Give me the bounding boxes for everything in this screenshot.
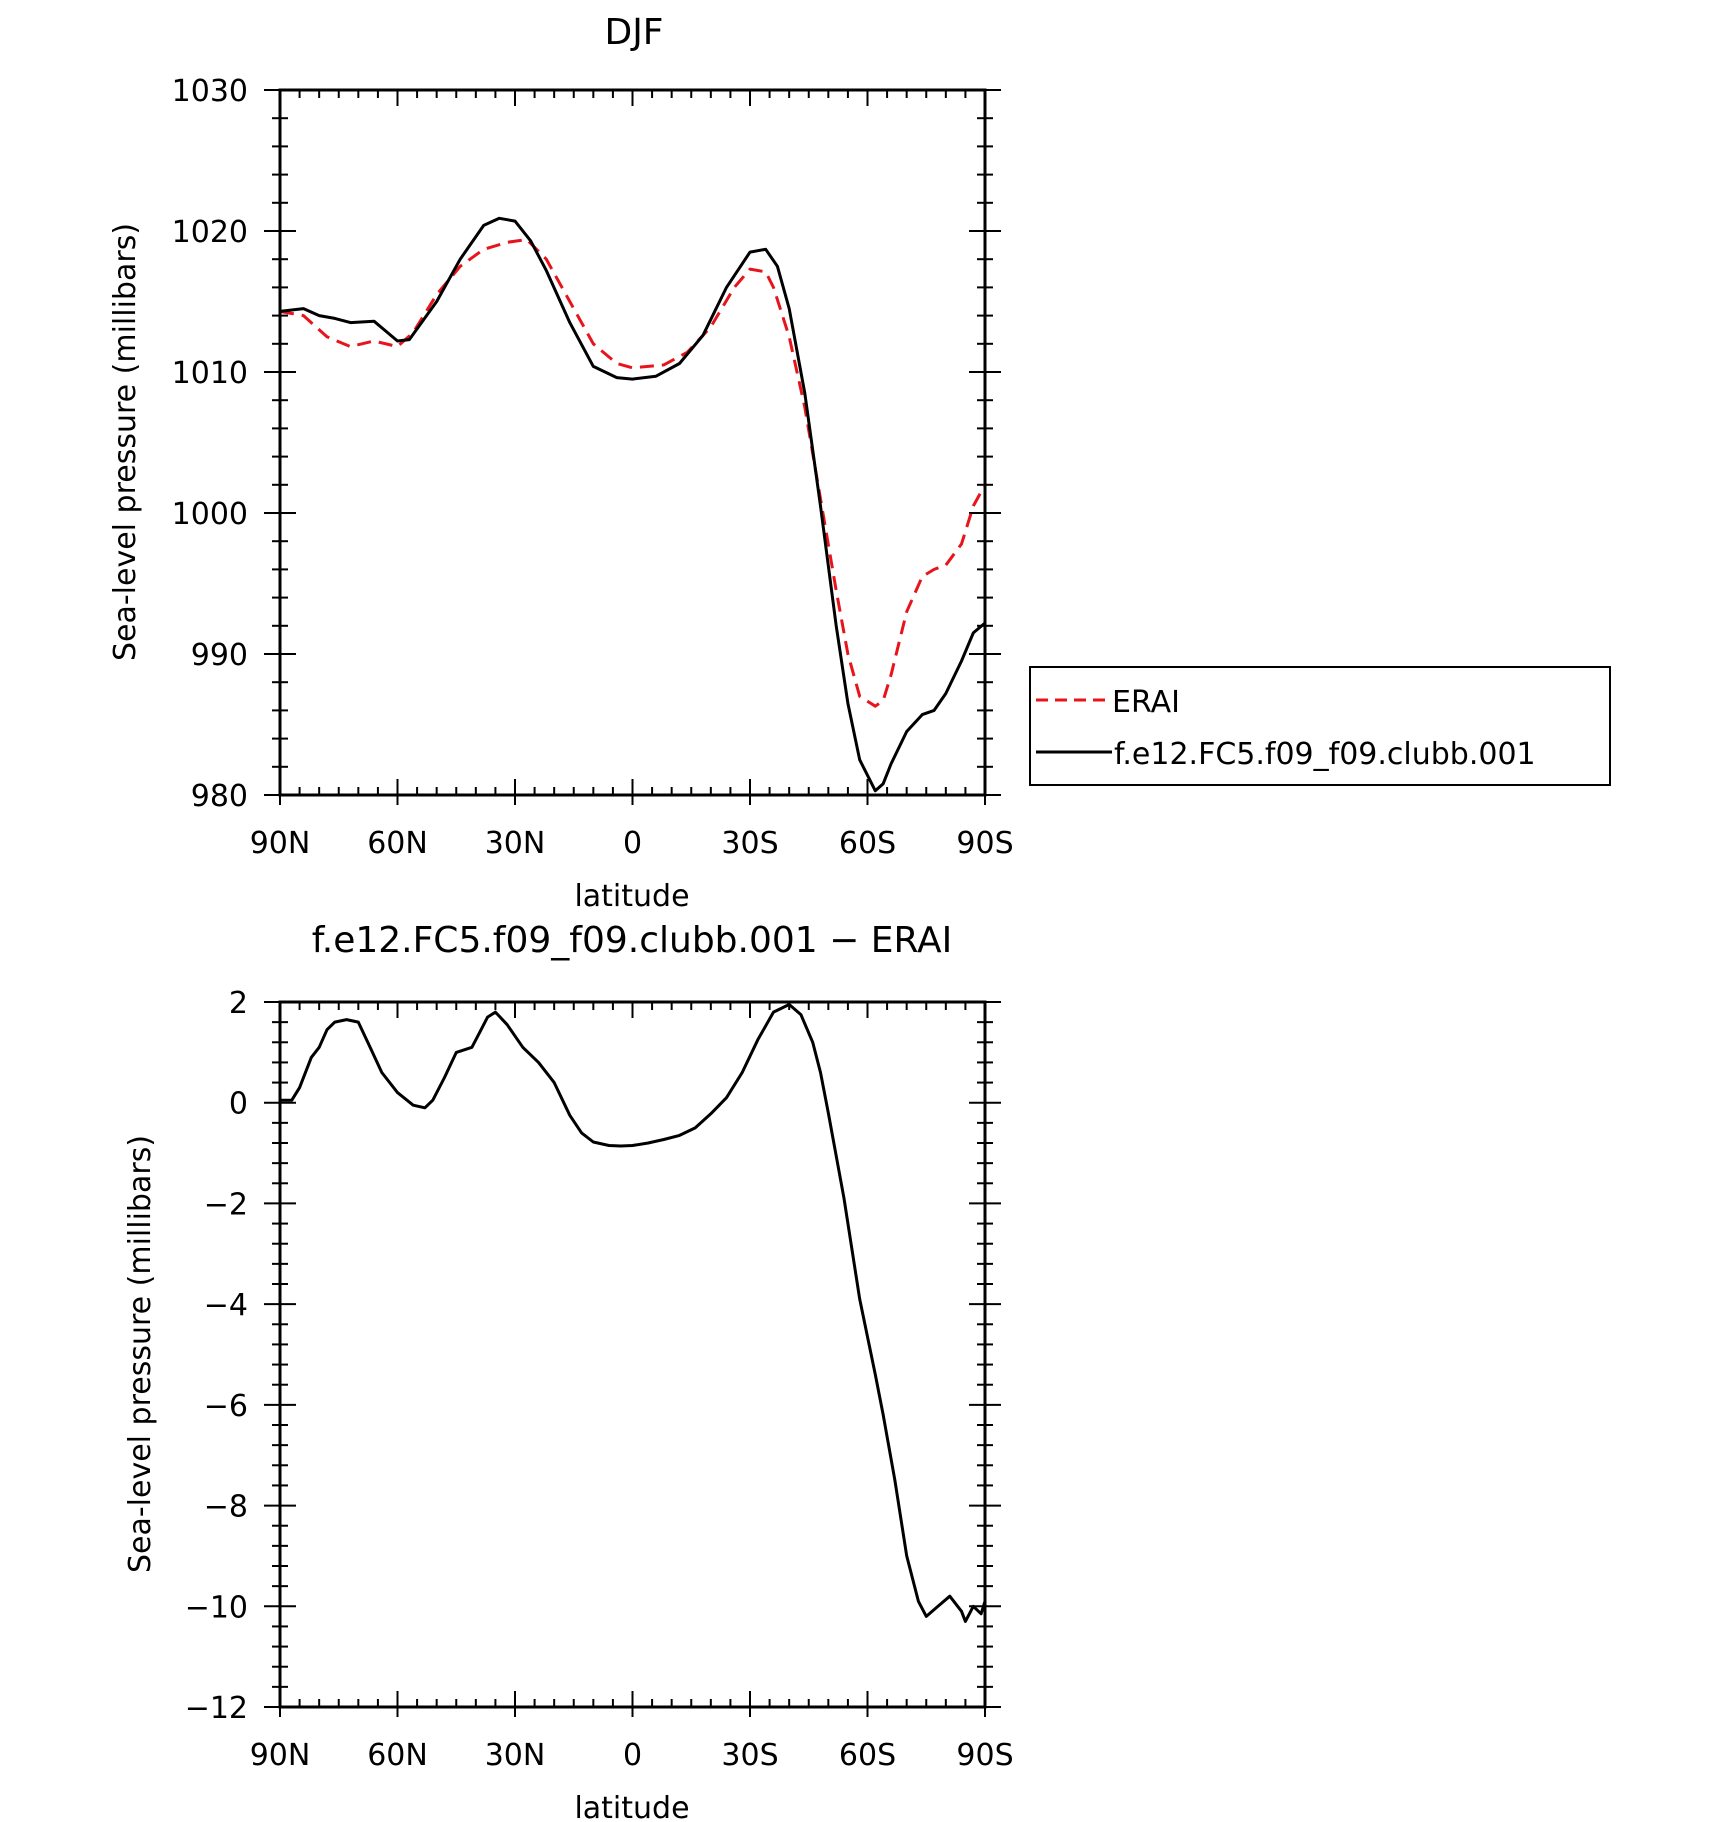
series-lines xyxy=(280,1003,987,1623)
y-tick-label: −12 xyxy=(185,1691,248,1726)
legend-label-erai: ERAI xyxy=(1112,685,1180,720)
x-tick-label: 30N xyxy=(485,826,546,861)
x-tick-label: 30N xyxy=(485,1738,546,1773)
x-tick-label: 60S xyxy=(839,1738,896,1773)
y-tick-label: −10 xyxy=(185,1590,248,1625)
x-axis-title: latitude xyxy=(574,879,689,914)
x-tick-label: 60N xyxy=(367,826,428,861)
x-tick-label: 90S xyxy=(956,826,1013,861)
y-tick-label: 2 xyxy=(229,986,248,1021)
x-tick-label: 30S xyxy=(721,826,778,861)
plot-frame xyxy=(278,88,987,797)
x-tick-label: 30S xyxy=(721,1738,778,1773)
y-axis-title: Sea-level pressure (millibars) xyxy=(108,223,143,661)
y-tick-label: −6 xyxy=(204,1389,248,1424)
x-tick-label: 90N xyxy=(250,1738,311,1773)
x-tick-label: 0 xyxy=(623,1738,642,1773)
y-axis-title: Sea-level pressure (millibars) xyxy=(123,1135,158,1573)
y-tick-label: −2 xyxy=(204,1187,248,1222)
legend-label-model: f.e12.FC5.f09_f09.clubb.001 xyxy=(1114,737,1536,772)
ticks-and-labels: 90N 60N 30N 0 30S 60S 90S 980 990 1000 1010 1020 103… xyxy=(172,74,1014,861)
y-tick-label: 1030 xyxy=(172,74,248,109)
plot-frame xyxy=(278,1000,987,1709)
x-tick-label: 0 xyxy=(623,826,642,861)
ticks-and-labels: 90N 60N 30N 0 30S 60S 90S −12 −10 −8 −6 −4 −2 0 2 xyxy=(185,986,1014,1773)
y-tick-label: 980 xyxy=(191,779,248,814)
y-tick-label: 1000 xyxy=(172,497,248,532)
panel-title-difference: f.e12.FC5.f09_f09.clubb.001 − ERAI xyxy=(312,920,953,961)
legend: ERAI f.e12.FC5.f09_f09.clubb.001 xyxy=(1029,666,1611,786)
x-axis-title: latitude xyxy=(574,1791,689,1822)
x-tick-label: 90N xyxy=(250,826,311,861)
y-tick-label: 0 xyxy=(229,1087,248,1122)
y-tick-label: −4 xyxy=(204,1288,248,1323)
y-tick-label: 1010 xyxy=(172,356,248,391)
y-tick-label: −8 xyxy=(204,1490,248,1525)
y-tick-label: 990 xyxy=(191,638,248,673)
series-lines xyxy=(279,216,987,793)
y-tick-label: 1020 xyxy=(172,215,248,250)
series-line-erai xyxy=(279,238,987,708)
series-line-model xyxy=(279,216,986,793)
legend-box xyxy=(1029,666,1611,786)
series-line-difference xyxy=(280,1003,987,1623)
panel-difference: f.e12.FC5.f09_f09.clubb.001 − ERAI 90N 60… xyxy=(123,920,1014,1822)
x-tick-label: 90S xyxy=(956,1738,1013,1773)
panel-djf: DJF 90N 60N 30N 0 30S 60S 90S 980 990 1000 1010 102… xyxy=(108,12,1014,914)
panel-title-djf: DJF xyxy=(604,12,663,53)
x-tick-label: 60N xyxy=(367,1738,428,1773)
x-tick-label: 60S xyxy=(839,826,896,861)
